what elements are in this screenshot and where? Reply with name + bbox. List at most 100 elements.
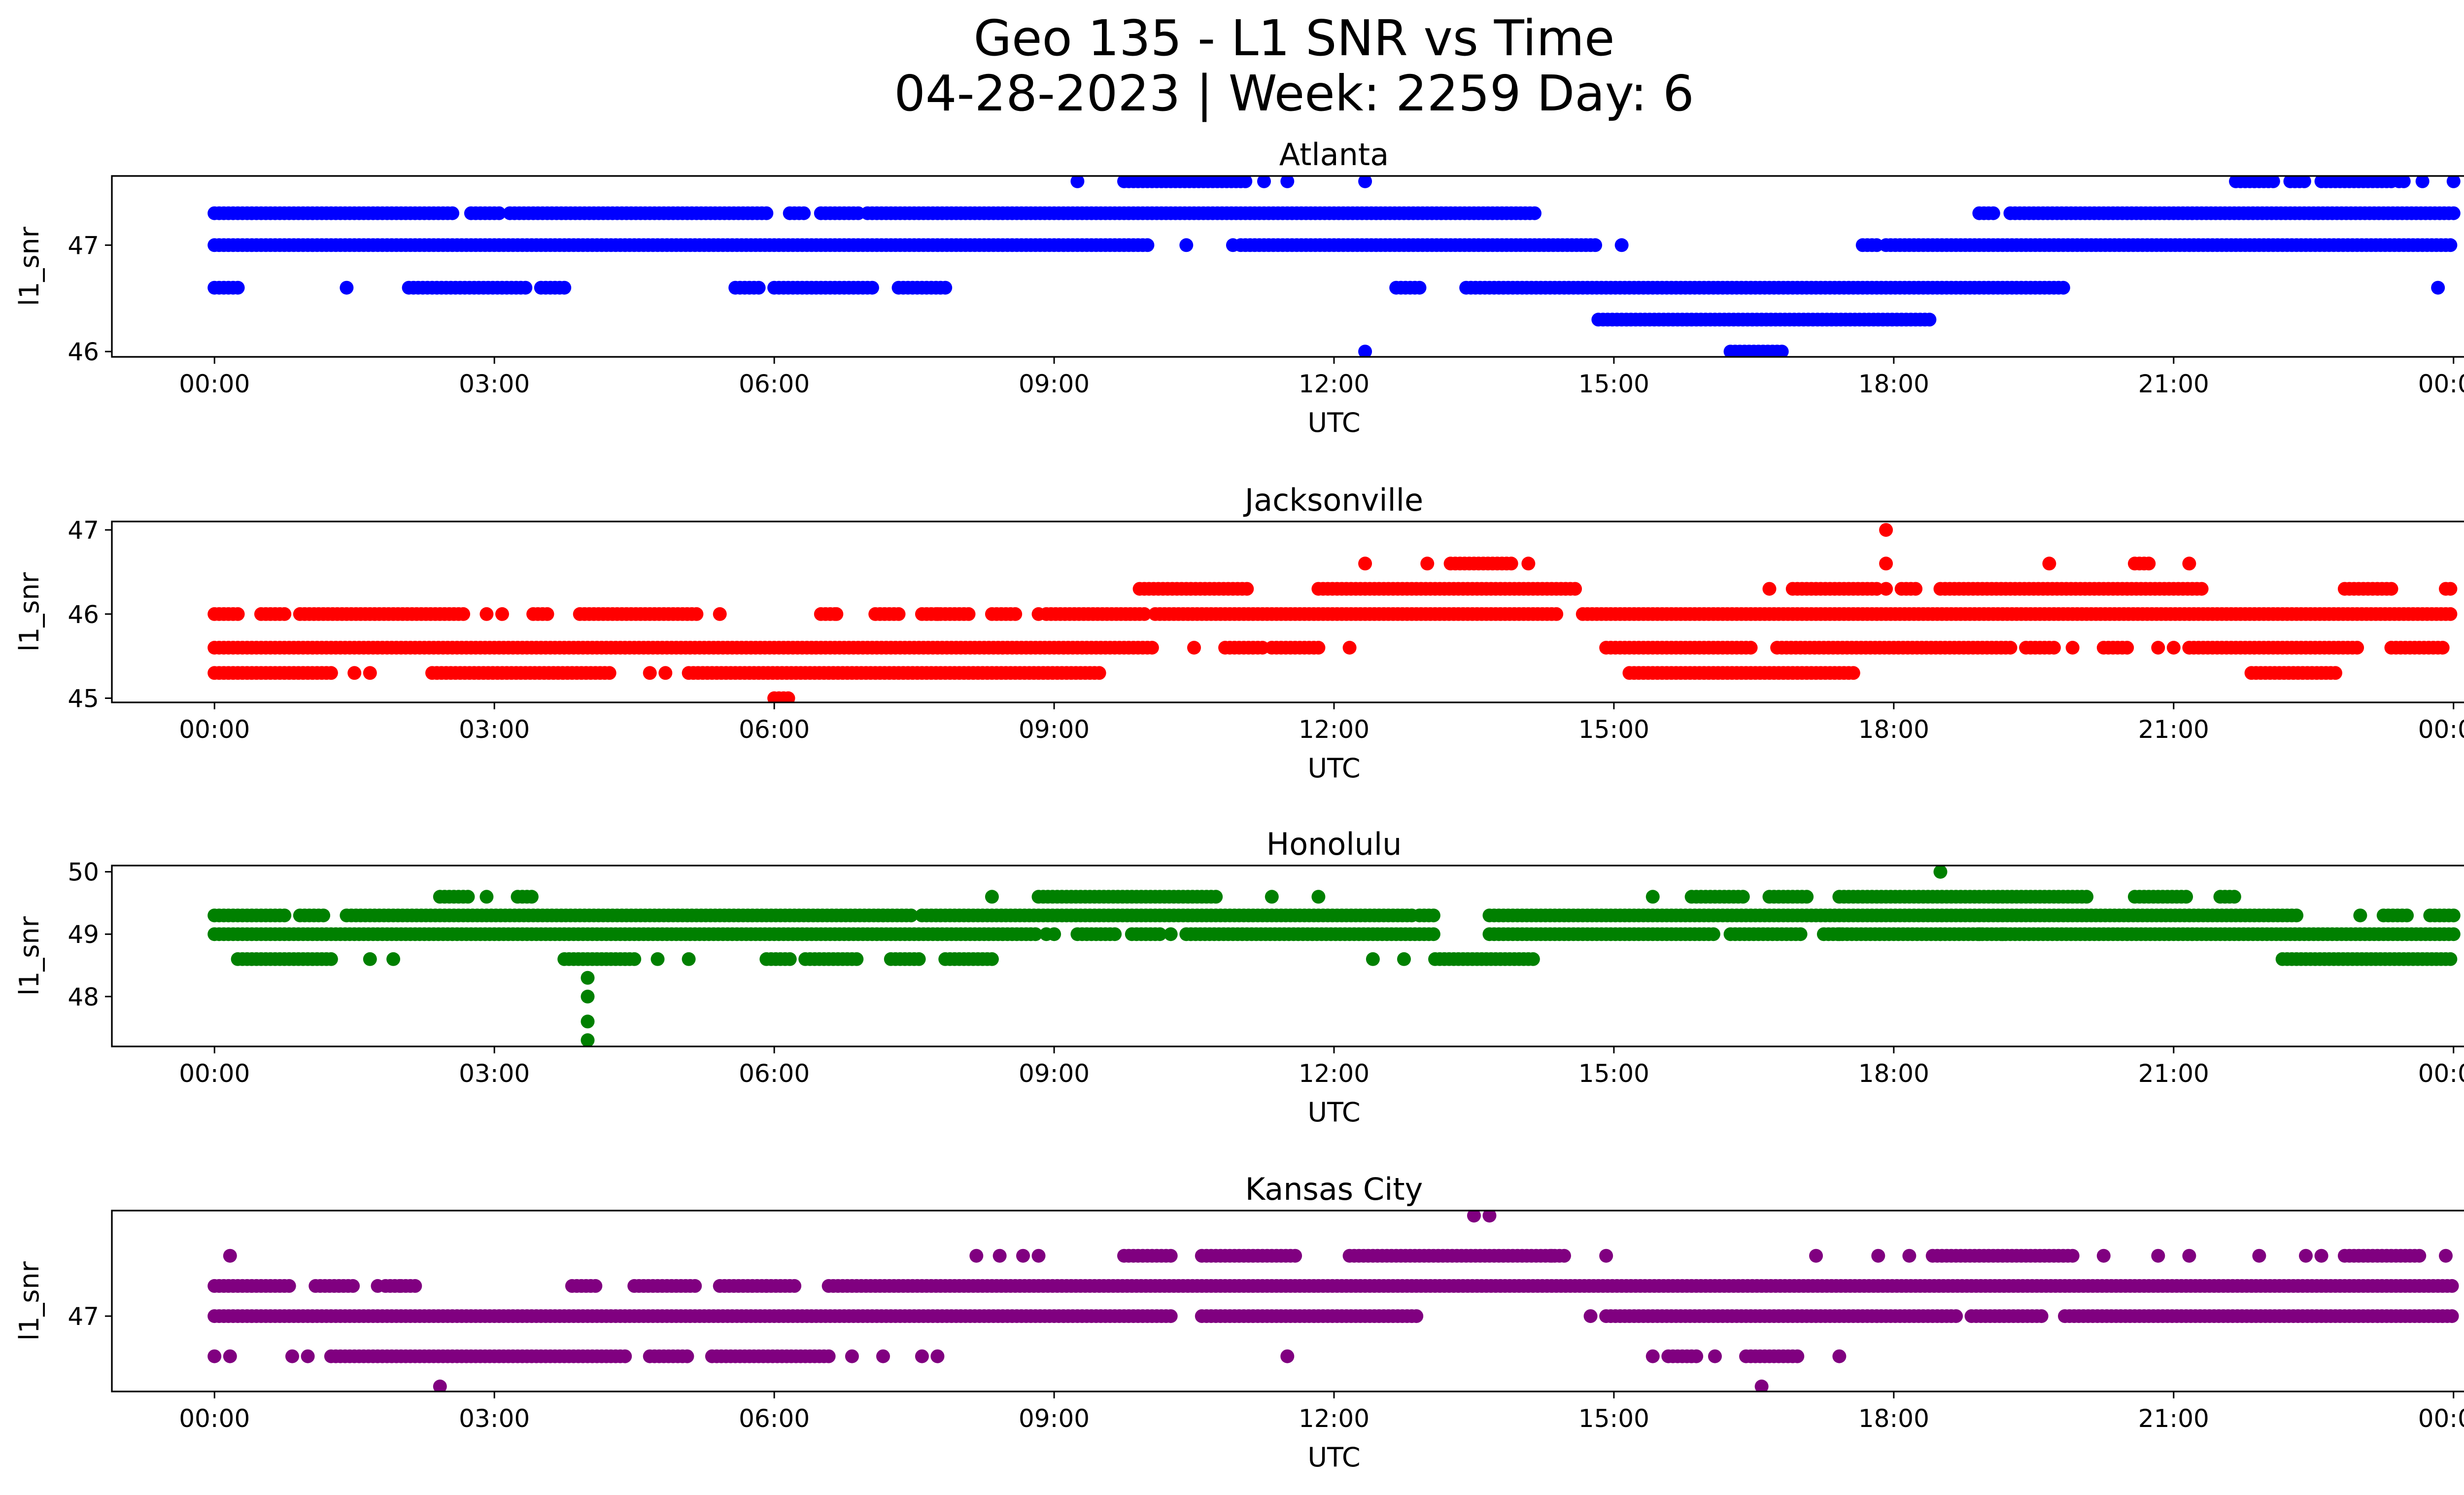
data-point	[1614, 238, 1629, 252]
x-tick-label: 12:00	[1299, 1059, 1369, 1088]
data-point	[1366, 952, 1380, 966]
data-point	[2353, 908, 2367, 923]
data-point	[985, 890, 999, 904]
data-point	[618, 1349, 632, 1363]
data-point	[850, 952, 864, 966]
y-axis-label: l1_snr	[14, 916, 45, 996]
data-point	[371, 1279, 385, 1293]
y-tick-label: 48	[68, 983, 99, 1011]
data-point	[1879, 582, 1893, 596]
data-point	[2443, 952, 2458, 966]
data-point	[1762, 582, 1777, 596]
data-point	[1280, 1349, 1295, 1363]
data-point	[1358, 556, 1372, 571]
data-point	[2096, 1249, 2111, 1263]
data-point	[1521, 556, 1536, 571]
data-point	[581, 989, 595, 1004]
data-point	[1031, 1249, 1046, 1263]
data-point	[316, 908, 331, 923]
data-point	[2435, 641, 2450, 655]
data-point	[1846, 666, 1860, 680]
data-point	[1280, 176, 1295, 188]
x-tick-label: 00:00	[2418, 370, 2464, 398]
x-tick-label: 18:00	[1858, 1404, 1929, 1433]
x-tick-label: 03:00	[459, 370, 530, 398]
x-tick-label: 12:00	[1299, 1404, 1369, 1433]
x-axis-label: UTC	[1307, 1442, 1360, 1473]
data-point	[2297, 176, 2311, 188]
data-point	[759, 206, 774, 220]
subplot-title: Atlanta	[1279, 137, 1389, 173]
data-point	[479, 607, 494, 621]
data-point	[277, 607, 292, 621]
data-point	[479, 890, 494, 904]
data-point	[456, 607, 471, 621]
data-point	[277, 908, 292, 923]
data-point	[363, 952, 377, 966]
data-point	[408, 1279, 422, 1293]
data-point	[1800, 890, 1814, 904]
data-point	[1902, 1249, 1916, 1263]
data-point	[992, 1249, 1007, 1263]
data-points	[207, 1211, 2459, 1391]
data-point	[865, 280, 879, 295]
data-point	[1092, 666, 1106, 680]
data-point	[1238, 176, 1253, 188]
data-point	[1949, 1309, 1963, 1323]
data-point	[2446, 908, 2461, 923]
data-point	[1108, 927, 1122, 941]
data-point	[1793, 927, 1808, 941]
data-point	[2065, 1249, 2080, 1263]
x-axis-label: UTC	[1307, 407, 1360, 438]
data-point	[1358, 176, 1372, 188]
x-tick-label: 06:00	[739, 1404, 810, 1433]
data-point	[461, 890, 475, 904]
data-point	[1482, 1211, 1497, 1223]
plot-frame	[111, 175, 2464, 358]
data-point	[930, 1349, 945, 1363]
data-point	[1933, 927, 1948, 941]
data-point	[1016, 1249, 1030, 1263]
x-tick-label: 12:00	[1299, 370, 1369, 398]
data-point	[1426, 908, 1440, 923]
data-point	[518, 280, 533, 295]
data-point	[1599, 1249, 1613, 1263]
x-tick-label: 21:00	[2138, 715, 2209, 744]
data-point	[524, 890, 539, 904]
data-point	[1008, 607, 1023, 621]
data-point	[495, 607, 509, 621]
data-point	[1311, 890, 1326, 904]
data-point	[2328, 666, 2342, 680]
data-point	[1744, 641, 1758, 655]
data-point	[223, 1349, 237, 1363]
data-point	[938, 280, 953, 295]
data-point	[1583, 1309, 1598, 1323]
data-point	[340, 280, 354, 295]
data-point	[829, 607, 844, 621]
data-point	[1879, 556, 1893, 571]
figure-title-line-2: 04-28-2023 | Week: 2259 Day: 6	[894, 65, 1694, 122]
x-tick-label: 00:00	[179, 370, 250, 398]
data-point	[2252, 1249, 2266, 1263]
data-point	[2431, 280, 2445, 295]
x-tick-label: 21:00	[2138, 370, 2209, 398]
x-tick-label: 03:00	[459, 1404, 530, 1433]
data-point	[285, 1349, 299, 1363]
data-point	[689, 607, 704, 621]
data-point	[781, 691, 795, 702]
x-tick-label: 09:00	[1019, 370, 1090, 398]
data-point	[2290, 908, 2304, 923]
data-point	[301, 1349, 315, 1363]
data-point	[1240, 582, 1254, 596]
data-point	[1187, 641, 1201, 655]
data-point	[1140, 238, 1155, 252]
data-point	[658, 666, 673, 680]
data-point	[386, 952, 401, 966]
data-point	[713, 607, 727, 621]
data-point	[1265, 890, 1279, 904]
data-point	[2182, 1249, 2196, 1263]
data-point	[680, 1349, 694, 1363]
data-point	[1809, 1249, 1823, 1263]
data-point	[1736, 890, 1750, 904]
